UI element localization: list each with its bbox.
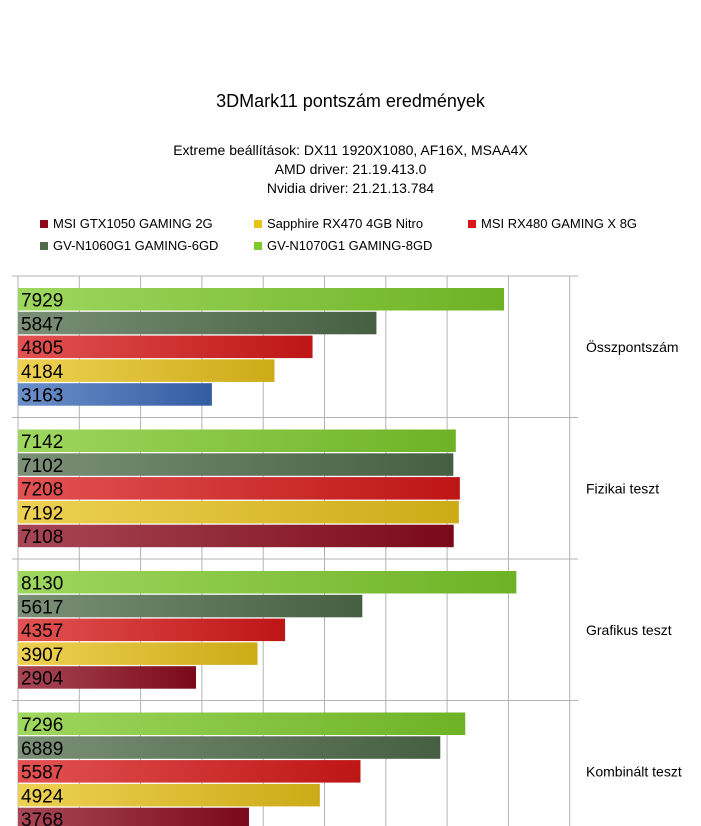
bar-value-label: 7102 [21,456,63,477]
bar [18,383,212,406]
bar-value-label: 7208 [21,480,63,501]
bar [18,453,454,476]
bar [18,311,377,335]
category-label: Grafikus teszt [586,622,672,638]
legend-swatch [254,219,262,228]
bar-value-label: 7296 [21,715,63,736]
chart-subtitle-nvidia-driver: Nvidia driver: 21.21.13.784 [266,180,435,196]
legend-label: GV-N1070G1 GAMING-8GD [267,238,433,253]
bar-value-label: 7929 [21,291,63,312]
bar [18,288,505,311]
category-label: Fizikai teszt [586,480,659,496]
bar-value-label: 7192 [21,503,63,524]
bar [18,760,361,783]
bar-value-label: 5847 [21,314,63,335]
legend-label: Sapphire RX470 4GB Nitro [267,216,424,231]
bar-value-label: 4924 [21,786,64,807]
bar-value-label: 7108 [21,527,63,548]
bar-value-label: 6889 [21,739,63,760]
bar [18,359,275,382]
bar-value-label: 3907 [21,645,63,666]
bar [18,783,320,807]
legend-item-gtx1060: GV-N1060G1 GAMING-6GD [40,238,218,253]
chart-title: 3DMark11 pontszám eredmények [216,91,485,111]
legend-label: GV-N1060G1 GAMING-6GD [53,238,219,253]
legend-swatch [254,241,262,250]
bar [18,335,313,359]
legend-item-rx470: Sapphire RX470 4GB Nitro [254,216,423,231]
legend-label: MSI RX480 GAMING X 8G [481,216,638,231]
chart-subtitle-settings: Extreme beállítások: DX11 1920X1080, AF1… [173,142,528,158]
legend-item-rx480: MSI RX480 GAMING X 8G [468,216,637,231]
chart-subtitle-amd-driver: AMD driver: 21.19.413.0 [274,161,427,177]
bar [18,594,363,618]
bar [18,642,258,665]
bar [18,524,454,548]
bar [18,666,197,689]
legend-swatch [468,219,476,228]
bar-value-label: 4184 [21,362,64,383]
bar [18,571,517,594]
category-label: Kombinált teszt [586,763,682,779]
bar-value-label: 7142 [21,432,63,453]
legend-item-gtx1050: MSI GTX1050 GAMING 2G [40,216,213,231]
bar-value-label: 2904 [21,669,64,690]
category-label: Összpontszám [586,338,679,355]
bar-value-label: 3163 [21,386,63,407]
bar-value-label: 4805 [21,338,63,359]
bar [18,736,441,759]
legend-item-gtx1070: GV-N1070G1 GAMING-8GD [254,238,432,253]
legend-swatch [40,241,48,250]
bar-value-label: 3768 [21,810,63,826]
bar [18,712,466,735]
legend-swatch [40,219,48,228]
bar-value-label: 8130 [21,574,63,595]
bar [18,618,286,642]
bar [18,429,456,452]
legend-label: MSI GTX1050 GAMING 2G [53,216,213,231]
bar [18,807,249,826]
bar-value-label: 4357 [21,621,63,642]
bar [18,500,459,524]
bar-value-label: 5587 [21,763,63,784]
bar [18,477,460,500]
bar-value-label: 5617 [21,597,63,618]
